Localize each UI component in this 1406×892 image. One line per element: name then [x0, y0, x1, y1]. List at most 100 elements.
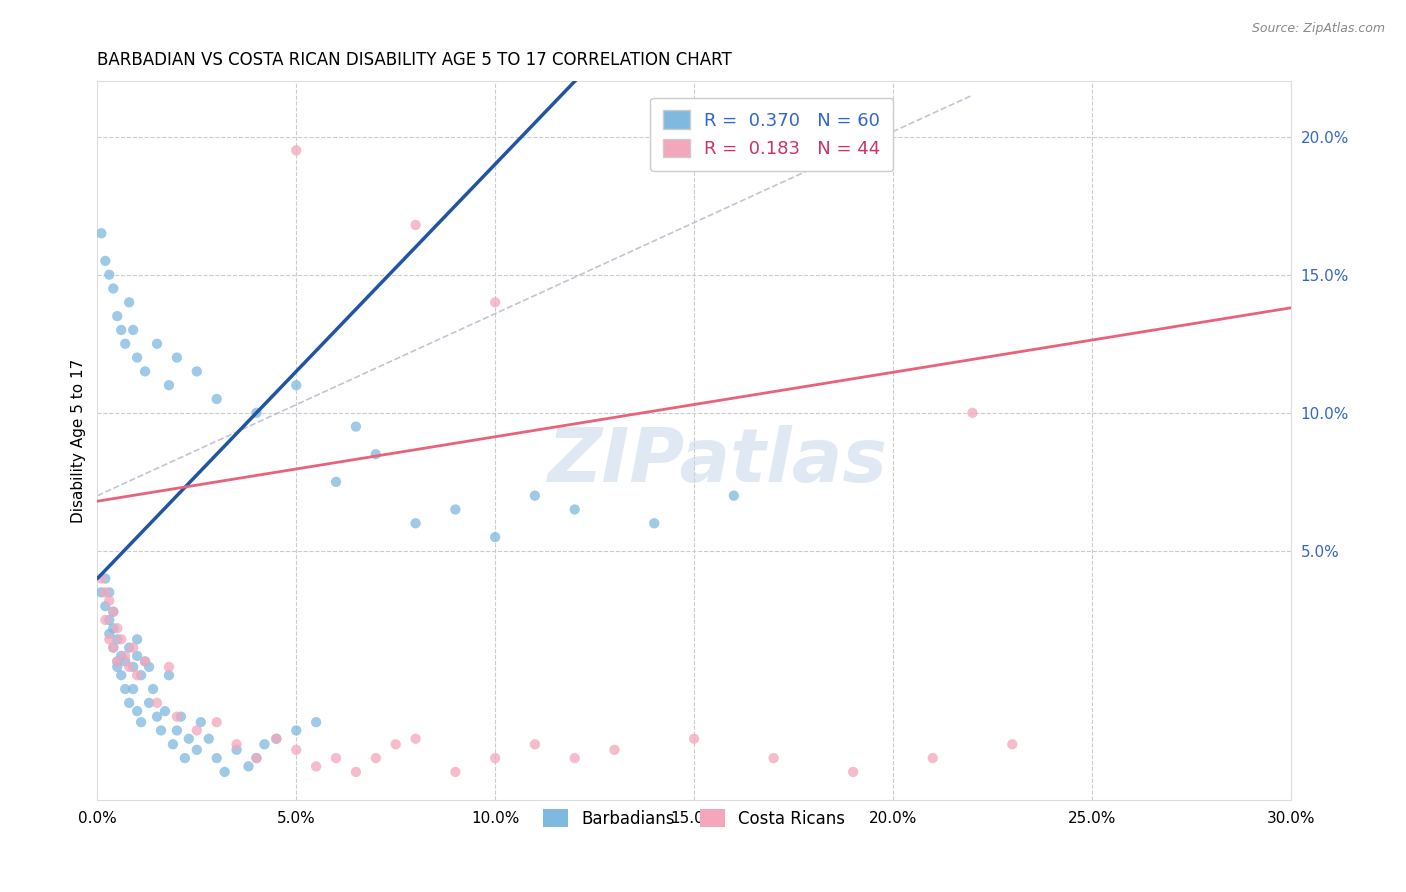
Point	[110, 323, 132, 337]
Point	[444, 764, 467, 779]
Point	[325, 475, 347, 489]
Point	[105, 660, 128, 674]
Point	[285, 144, 308, 158]
Point	[157, 660, 180, 674]
Point	[523, 489, 546, 503]
Point	[285, 378, 308, 392]
Point	[205, 715, 228, 730]
Point	[225, 737, 247, 751]
Point	[225, 743, 247, 757]
Point	[94, 253, 117, 268]
Point	[170, 709, 193, 723]
Point	[146, 709, 169, 723]
Point	[129, 715, 152, 730]
Text: BARBADIAN VS COSTA RICAN DISABILITY AGE 5 TO 17 CORRELATION CHART: BARBADIAN VS COSTA RICAN DISABILITY AGE …	[97, 51, 733, 69]
Point	[105, 632, 128, 647]
Point	[118, 295, 141, 310]
Point	[118, 640, 141, 655]
Point	[157, 378, 180, 392]
Point	[245, 751, 267, 765]
Point	[94, 613, 117, 627]
Point	[134, 654, 156, 668]
Point	[127, 632, 149, 647]
Point	[285, 743, 308, 757]
Point	[114, 654, 136, 668]
Point	[134, 654, 156, 668]
Point	[90, 227, 112, 241]
Point	[344, 419, 367, 434]
Point	[173, 751, 195, 765]
Point	[186, 743, 208, 757]
Point	[127, 668, 149, 682]
Point	[177, 731, 200, 746]
Point	[364, 751, 387, 765]
Point	[94, 585, 117, 599]
Point	[127, 704, 149, 718]
Point	[146, 696, 169, 710]
Point	[138, 696, 160, 710]
Point	[150, 723, 173, 738]
Point	[103, 640, 125, 655]
Point	[245, 406, 267, 420]
Point	[122, 640, 145, 655]
Point	[305, 759, 328, 773]
Point	[266, 731, 288, 746]
Legend: Barbadians, Costa Ricans: Barbadians, Costa Ricans	[536, 803, 852, 834]
Point	[238, 759, 260, 773]
Point	[405, 731, 427, 746]
Point	[90, 572, 112, 586]
Point	[103, 640, 125, 655]
Point	[186, 723, 208, 738]
Point	[98, 632, 121, 647]
Point	[603, 743, 626, 757]
Point	[285, 723, 308, 738]
Point	[1001, 737, 1024, 751]
Point	[564, 751, 586, 765]
Point	[166, 723, 188, 738]
Point	[105, 654, 128, 668]
Point	[157, 668, 180, 682]
Point	[127, 351, 149, 365]
Point	[484, 751, 506, 765]
Point	[266, 731, 288, 746]
Point	[643, 516, 665, 531]
Point	[683, 731, 706, 746]
Point	[564, 502, 586, 516]
Point	[166, 709, 188, 723]
Point	[114, 336, 136, 351]
Point	[962, 406, 984, 420]
Point	[921, 751, 943, 765]
Point	[98, 268, 121, 282]
Point	[127, 648, 149, 663]
Point	[484, 295, 506, 310]
Point	[344, 764, 367, 779]
Point	[723, 489, 745, 503]
Point	[162, 737, 184, 751]
Point	[205, 751, 228, 765]
Point	[118, 660, 141, 674]
Point	[153, 704, 176, 718]
Point	[134, 364, 156, 378]
Text: ZIPatlas: ZIPatlas	[548, 425, 889, 499]
Point	[762, 751, 785, 765]
Point	[138, 660, 160, 674]
Point	[405, 218, 427, 232]
Point	[186, 364, 208, 378]
Point	[129, 668, 152, 682]
Point	[205, 392, 228, 406]
Point	[103, 281, 125, 295]
Point	[245, 751, 267, 765]
Point	[98, 593, 121, 607]
Point	[110, 668, 132, 682]
Y-axis label: Disability Age 5 to 17: Disability Age 5 to 17	[72, 359, 86, 523]
Point	[253, 737, 276, 751]
Point	[142, 681, 165, 696]
Point	[98, 585, 121, 599]
Point	[94, 599, 117, 614]
Point	[98, 627, 121, 641]
Point	[364, 447, 387, 461]
Point	[325, 751, 347, 765]
Point	[405, 516, 427, 531]
Point	[197, 731, 219, 746]
Point	[114, 648, 136, 663]
